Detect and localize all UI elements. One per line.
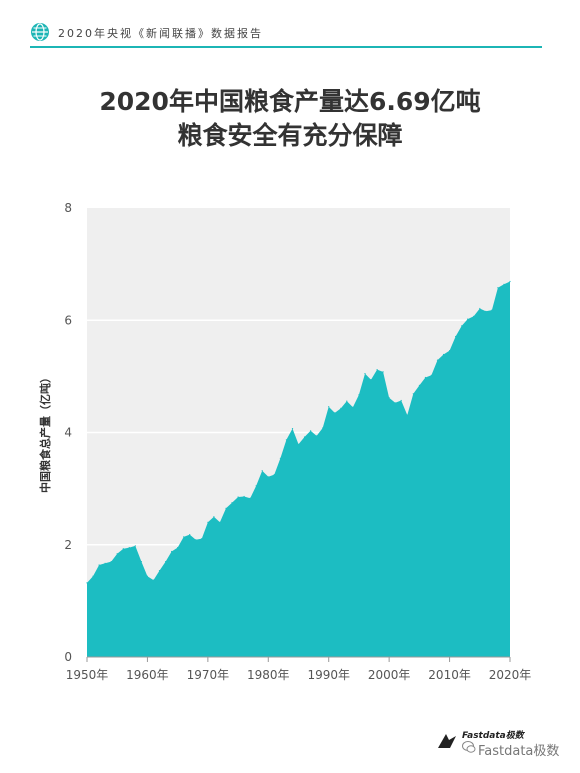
- data-point: [328, 406, 330, 408]
- data-point: [503, 283, 505, 285]
- x-tick-label: 1970年: [187, 668, 230, 682]
- data-point: [497, 287, 499, 289]
- data-point: [177, 547, 179, 549]
- data-point: [455, 335, 457, 338]
- data-point: [134, 545, 136, 547]
- data-point: [376, 369, 378, 371]
- chart-title-line2: 粮食安全有充分保障: [177, 121, 403, 150]
- data-point: [394, 402, 396, 404]
- data-point: [412, 393, 414, 395]
- data-point: [122, 548, 124, 550]
- y-tick-label: 2: [64, 538, 72, 552]
- data-point: [310, 430, 312, 432]
- data-point: [388, 397, 390, 399]
- data-point: [473, 315, 475, 317]
- data-point: [255, 485, 257, 487]
- data-point: [195, 539, 197, 541]
- data-point: [346, 400, 348, 402]
- data-point: [485, 310, 487, 312]
- data-point: [158, 570, 161, 572]
- x-tick-label: 1980年: [247, 668, 290, 682]
- data-point: [382, 371, 384, 373]
- area-chart: 0 2 4 6 8 1950年 1960年 1970年 1980年 1990年 2000年 2010年…: [38, 201, 532, 682]
- data-point: [231, 502, 233, 504]
- data-point: [340, 407, 342, 409]
- data-point: [509, 280, 511, 283]
- data-point: [183, 536, 185, 538]
- x-tick-label: 2010年: [428, 668, 471, 682]
- data-point: [430, 374, 432, 376]
- data-point: [406, 414, 408, 416]
- data-point: [303, 436, 306, 438]
- data-point: [370, 379, 372, 381]
- data-point: [297, 443, 300, 445]
- data-point: [479, 307, 481, 310]
- brand-footer: Fastdata极数 Fastdata极数: [436, 724, 568, 760]
- data-point: [424, 376, 426, 379]
- fastdata-logo-icon: [438, 734, 456, 748]
- data-point: [261, 470, 263, 472]
- data-point: [128, 547, 130, 549]
- x-tick-label: 1960年: [126, 668, 169, 682]
- data-point: [207, 521, 209, 523]
- report-header: 2020年央视《新闻联播》数据报告: [30, 20, 542, 48]
- data-point: [449, 350, 451, 352]
- data-point: [86, 582, 88, 584]
- data-point: [316, 435, 318, 437]
- data-point: [98, 564, 100, 566]
- series-area: [87, 281, 510, 657]
- data-point: [110, 561, 112, 563]
- data-point: [213, 516, 215, 518]
- data-point: [146, 575, 148, 577]
- x-tick-label: 2020年: [489, 668, 532, 682]
- y-axis-label: 中国粮食总产量（亿吨）: [38, 372, 52, 493]
- y-tick-label: 0: [64, 650, 72, 664]
- data-point: [285, 439, 287, 441]
- y-tick-label: 6: [64, 313, 72, 327]
- data-point: [249, 497, 251, 499]
- x-tick-label: 1950年: [66, 668, 109, 682]
- data-point: [418, 384, 420, 386]
- y-tick-label: 4: [64, 426, 72, 440]
- data-point: [116, 553, 118, 555]
- x-tick-label: 2000年: [368, 668, 411, 682]
- data-point: [279, 457, 281, 459]
- data-point: [165, 561, 167, 563]
- data-point: [237, 496, 239, 498]
- data-point: [104, 562, 106, 564]
- data-point: [171, 550, 173, 553]
- data-point: [189, 534, 191, 536]
- data-point: [461, 325, 463, 327]
- data-point: [140, 561, 142, 563]
- x-tick-label: 1990年: [307, 668, 350, 682]
- data-point: [358, 394, 360, 396]
- data-point: [442, 353, 445, 356]
- data-point: [491, 309, 493, 311]
- brand-name: Fastdata极数: [478, 744, 560, 759]
- header-divider: [30, 46, 542, 48]
- wechat-icon: [462, 741, 476, 753]
- data-point: [219, 521, 221, 523]
- data-point: [92, 575, 94, 577]
- data-point: [467, 318, 469, 320]
- data-point: [436, 359, 439, 361]
- chart-title-line1: 2020年中国粮食产量达6.69亿吨: [99, 87, 481, 116]
- data-point: [243, 495, 245, 498]
- data-point: [152, 579, 155, 581]
- data-point: [225, 507, 227, 509]
- data-point: [352, 406, 354, 408]
- data-point: [334, 412, 336, 414]
- data-point: [400, 399, 402, 402]
- data-point: [322, 427, 324, 429]
- y-tick-label: 8: [64, 201, 72, 215]
- header-text: 2020年央视《新闻联播》数据报告: [58, 27, 263, 40]
- globe-icon: [31, 23, 49, 41]
- data-point: [364, 373, 366, 375]
- data-point: [267, 476, 269, 478]
- data-point: [273, 474, 275, 476]
- data-point: [291, 428, 294, 430]
- brand-small-text: Fastdata极数: [462, 731, 524, 741]
- data-point: [201, 538, 203, 540]
